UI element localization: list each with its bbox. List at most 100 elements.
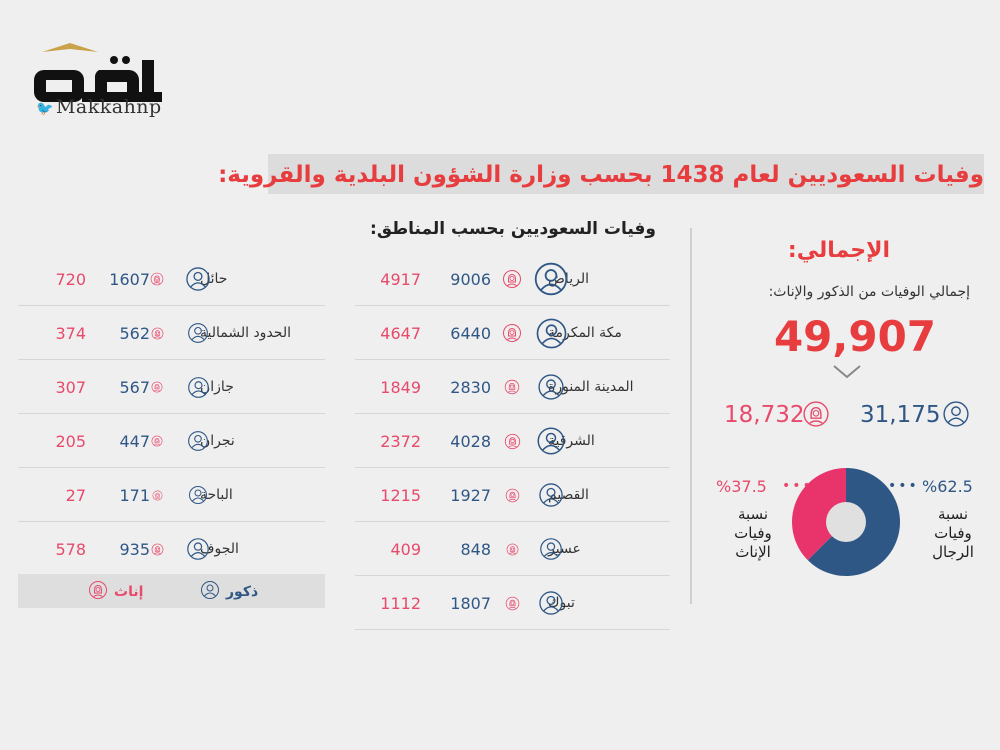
female-avatar-icon <box>497 306 527 360</box>
total-subheading: إجمالي الوفيات من الذكور والإناث: <box>768 284 970 300</box>
female-avatar-icon <box>497 360 527 414</box>
region-name: الباحة <box>200 487 233 503</box>
table-row: عسير 409 848 <box>355 522 670 576</box>
female-count: 720 <box>55 269 86 289</box>
male-legend-icon <box>200 580 220 604</box>
table-row: القصيم 1215 1927 <box>355 468 670 522</box>
total-number: 49,907 <box>773 312 937 361</box>
regions-heading: وفيات السعوديين بحسب المناطق: <box>370 219 656 239</box>
region-name: عسير <box>548 541 581 557</box>
table-row: الرياض 4917 9006 <box>355 252 670 306</box>
male-count: 4028 <box>450 431 491 451</box>
title-banner <box>268 154 984 194</box>
female-count: 4647 <box>380 323 421 343</box>
female-avatar-icon <box>497 468 527 522</box>
male-avatar-icon <box>531 576 571 630</box>
divider <box>690 228 692 604</box>
table-row: نجران 205 447 <box>18 414 325 468</box>
female-avatar-icon <box>142 306 172 360</box>
row-divider <box>355 629 670 630</box>
donut-hole <box>826 502 866 542</box>
logo-handle: 🐦 Makkahnp <box>36 96 162 118</box>
female-count: 1112 <box>380 593 421 613</box>
region-name: الشرقية <box>548 433 595 449</box>
row-divider <box>355 305 670 306</box>
male-avatar-icon <box>178 414 218 468</box>
page-title: وفيات السعوديين لعام 1438 بحسب وزارة الش… <box>218 162 984 188</box>
female-count: 205 <box>55 431 86 451</box>
legend-female: إناث <box>88 580 143 604</box>
female-count: 307 <box>55 377 86 397</box>
region-name: الجوف <box>200 541 239 557</box>
male-count: 848 <box>460 539 491 559</box>
male-percentage: %62.5 <box>922 477 973 496</box>
chevron-down-icon <box>833 365 861 379</box>
male-total: 31,175 <box>860 402 941 428</box>
male-count: 2830 <box>450 377 491 397</box>
female-avatar-icon <box>497 252 527 306</box>
region-name: المدينة المنورة <box>548 379 634 395</box>
male-percentage-label: نسبة وفيات الرجال <box>932 505 974 561</box>
female-avatar-icon <box>142 360 172 414</box>
female-count: 578 <box>55 539 86 559</box>
male-avatar-icon <box>531 522 571 576</box>
female-percentage: %37.5 <box>716 477 767 496</box>
male-avatar-icon <box>178 360 218 414</box>
region-name: الرياض <box>548 271 589 287</box>
female-avatar-icon <box>497 522 527 576</box>
male-count: 935 <box>119 539 150 559</box>
table-row: الشرقية 2372 4028 <box>355 414 670 468</box>
donut-slice-female <box>792 468 846 561</box>
female-count: 1849 <box>380 377 421 397</box>
table-row: الجوف 578 935 <box>18 522 325 576</box>
male-count: 1927 <box>450 485 491 505</box>
female-avatar-icon <box>802 400 830 432</box>
row-divider <box>18 521 325 522</box>
row-divider <box>355 521 670 522</box>
table-row: حائل 720 1607 <box>18 252 325 306</box>
legend-male: ذكور <box>200 580 258 604</box>
male-avatar-icon <box>178 252 218 306</box>
female-avatar-icon <box>142 252 172 306</box>
total-heading: الإجمالي: <box>787 238 890 263</box>
female-avatar-icon <box>142 468 172 522</box>
female-count: 4917 <box>380 269 421 289</box>
male-dots: ••• <box>888 478 919 494</box>
female-avatar-icon <box>497 576 527 630</box>
male-avatar-icon <box>531 360 571 414</box>
region-name: حائل <box>200 271 228 287</box>
male-avatar-icon <box>531 414 571 468</box>
female-avatar-icon <box>142 414 172 468</box>
male-count: 562 <box>119 323 150 343</box>
male-count: 6440 <box>450 323 491 343</box>
donut-chart <box>792 468 900 576</box>
male-count: 9006 <box>450 269 491 289</box>
table-row: الحدود الشمالية 374 562 <box>18 306 325 360</box>
row-divider <box>355 575 670 576</box>
male-count: 1607 <box>109 269 150 289</box>
row-divider <box>18 467 325 468</box>
table-row: الباحة 27 171 <box>18 468 325 522</box>
male-avatar-icon <box>531 468 571 522</box>
table-row: تبوك 1112 1807 <box>355 576 670 630</box>
twitter-bird-icon: 🐦 <box>36 101 54 117</box>
male-avatar-icon <box>531 306 571 360</box>
makkah-logo <box>34 43 162 102</box>
legend <box>18 574 325 608</box>
female-total: 18,732 <box>724 402 805 428</box>
female-count: 409 <box>390 539 421 559</box>
region-name: جازان <box>200 379 234 395</box>
female-legend-icon <box>88 580 108 604</box>
female-avatar-icon <box>497 414 527 468</box>
female-percentage-label: نسبة وفيات الإناث <box>734 505 772 561</box>
male-count: 1807 <box>450 593 491 613</box>
row-divider <box>18 305 325 306</box>
table-row: جازان 307 567 <box>18 360 325 414</box>
female-count: 374 <box>55 323 86 343</box>
region-name: مكة المكرمة <box>548 325 622 341</box>
female-avatar-icon <box>142 522 172 576</box>
table-row: المدينة المنورة 1849 2830 <box>355 360 670 414</box>
row-divider <box>355 413 670 414</box>
region-name: نجران <box>200 433 235 449</box>
male-count: 567 <box>119 377 150 397</box>
